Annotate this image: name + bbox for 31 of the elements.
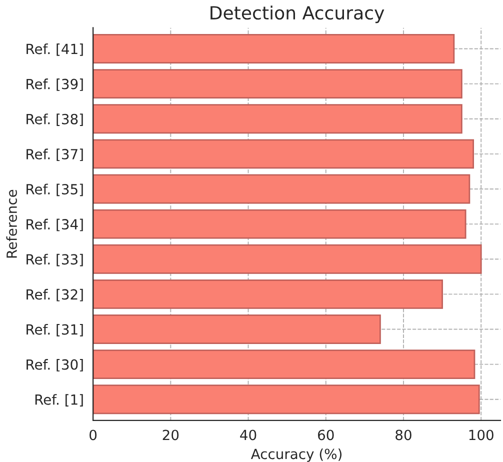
y-tick-label: Ref. [32]: [26, 288, 83, 302]
y-tick-label: Ref. [31]: [26, 324, 83, 336]
bar: [93, 244, 482, 274]
bar: [93, 104, 462, 134]
bar: [93, 34, 455, 64]
bar: [93, 139, 474, 169]
y-tick-label: Ref. [1]: [35, 394, 83, 406]
bar: [93, 209, 466, 239]
y-tick-label: Ref. [37]: [26, 148, 83, 162]
y-tick-label: Ref. [38]: [26, 114, 83, 126]
y-tick-label: Ref. [34]: [26, 218, 83, 232]
x-tick-label: 40: [240, 430, 256, 440]
x-tick-label: 80: [396, 430, 412, 440]
y-tick-label: Ref. [33]: [26, 254, 83, 266]
bar: [93, 69, 462, 99]
chart-title: Detection Accuracy: [210, 6, 384, 24]
x-tick-label: 60: [318, 430, 334, 440]
y-tick-label: Ref. [39]: [26, 78, 83, 91]
bar: [93, 350, 476, 380]
x-tick-label: 0: [90, 430, 97, 440]
bar: [93, 384, 480, 414]
y-tick-label: Ref. [41]: [26, 43, 83, 56]
bar: [93, 174, 470, 204]
y-axis-title: Reference: [6, 190, 17, 258]
bar: [93, 314, 381, 344]
y-tick-label: Ref. [30]: [26, 359, 83, 372]
x-tick-label: 100: [469, 430, 494, 440]
bar: [93, 279, 443, 309]
x-axis-title: Accuracy (%): [250, 448, 342, 462]
x-tick-label: 20: [162, 430, 179, 440]
y-tick-label: Ref. [35]: [26, 184, 83, 196]
